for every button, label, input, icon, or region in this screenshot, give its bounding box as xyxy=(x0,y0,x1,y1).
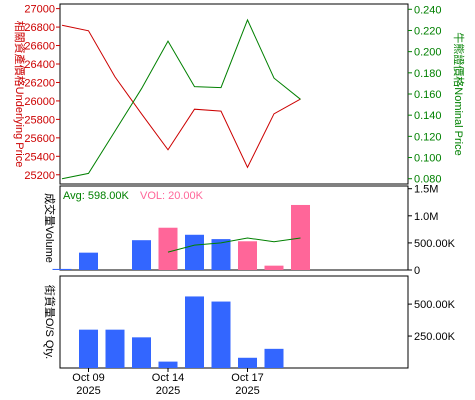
outstanding-panel: 250.00K 500.00K 街貨量O/S Qty. xyxy=(43,275,456,369)
left-tick-label: 26400 xyxy=(24,59,55,71)
right-tick-label: 0.180 xyxy=(414,68,442,80)
volume-bar xyxy=(79,252,98,270)
left-tick-label: 26200 xyxy=(24,77,55,89)
x-tick-label-year: 2025 xyxy=(76,385,100,397)
x-tick-label-date: Oct 14 xyxy=(152,372,184,384)
x-tick-label-year: 2025 xyxy=(156,385,180,397)
right-tick-label: 0.240 xyxy=(414,4,442,16)
right-tick-label: 0.160 xyxy=(414,89,442,101)
left-axis-title: 相關資產價格Underlying Price xyxy=(13,21,27,168)
outstanding-bar xyxy=(158,361,178,368)
outstanding-bar xyxy=(211,301,231,368)
volume-average-line xyxy=(167,237,301,253)
right-tick-label: 0.080 xyxy=(414,174,442,186)
right-tick-label: 0.100 xyxy=(414,153,442,165)
outstanding-bar xyxy=(132,337,151,368)
outstanding-bar xyxy=(79,329,98,368)
right-tick-label: 0.140 xyxy=(414,110,442,122)
volume-panel-frame xyxy=(59,185,409,271)
x-tick-label-year: 2025 xyxy=(235,385,259,397)
outstanding-bar xyxy=(238,357,257,368)
volume-bar xyxy=(185,234,204,270)
volume-bar xyxy=(238,241,257,270)
outstanding-bar xyxy=(105,329,125,368)
left-tick-label: 26600 xyxy=(24,41,55,53)
volume-bar xyxy=(158,227,178,270)
volume-bar xyxy=(211,239,231,270)
volume-bar xyxy=(132,240,151,270)
left-tick-label: 25600 xyxy=(24,133,55,145)
outstanding-tick-label: 500.00K xyxy=(414,299,456,311)
volume-bar xyxy=(291,204,310,270)
outstanding-panel-frame xyxy=(59,275,409,369)
left-tick-label: 25800 xyxy=(24,114,55,126)
left-tick-label: 27000 xyxy=(24,4,55,16)
outstanding-axis-title: 街貨量O/S Qty. xyxy=(43,285,57,359)
volume-bar xyxy=(264,265,284,270)
volume-tick-label: 500.00K xyxy=(414,238,456,250)
volume-tick-label: 1.0M xyxy=(414,211,438,223)
volume-current-label: VOL: 20.00K xyxy=(140,190,204,202)
right-axis-title: 牛熊證價格Nominal Price xyxy=(452,32,466,155)
volume-panel: 0 500.00K 1.0M 1.5M Avg: 598.00K VOL: 20.00K 成… xyxy=(43,184,456,277)
volume-axis-title: 成交量Volume xyxy=(43,193,57,263)
volume-tick-label: 0 xyxy=(414,265,420,277)
nominal-price-line xyxy=(61,18,301,180)
right-tick-label: 0.200 xyxy=(414,47,442,59)
right-tick-label: 0.120 xyxy=(414,131,442,143)
volume-average-label: Avg: 598.00K xyxy=(63,190,130,202)
volume-tick-label: 1.5M xyxy=(414,184,438,196)
right-tick-label: 0.220 xyxy=(414,25,442,37)
left-tick-label: 25200 xyxy=(24,170,55,182)
x-tick-label-date: Oct 09 xyxy=(72,372,104,384)
price-panel: 25200 25400 25600 25800 26000 26200 26400 26600… xyxy=(13,3,466,186)
left-tick-label: 26000 xyxy=(24,96,55,108)
underlying-price-line xyxy=(61,24,301,169)
volume-bar xyxy=(52,268,72,270)
left-tick-label: 25400 xyxy=(24,151,55,163)
outstanding-bar xyxy=(264,348,284,368)
outstanding-bar xyxy=(185,296,204,368)
left-tick-label: 26800 xyxy=(24,22,55,34)
x-tick-label-date: Oct 17 xyxy=(231,372,263,384)
outstanding-tick-label: 250.00K xyxy=(414,331,456,343)
